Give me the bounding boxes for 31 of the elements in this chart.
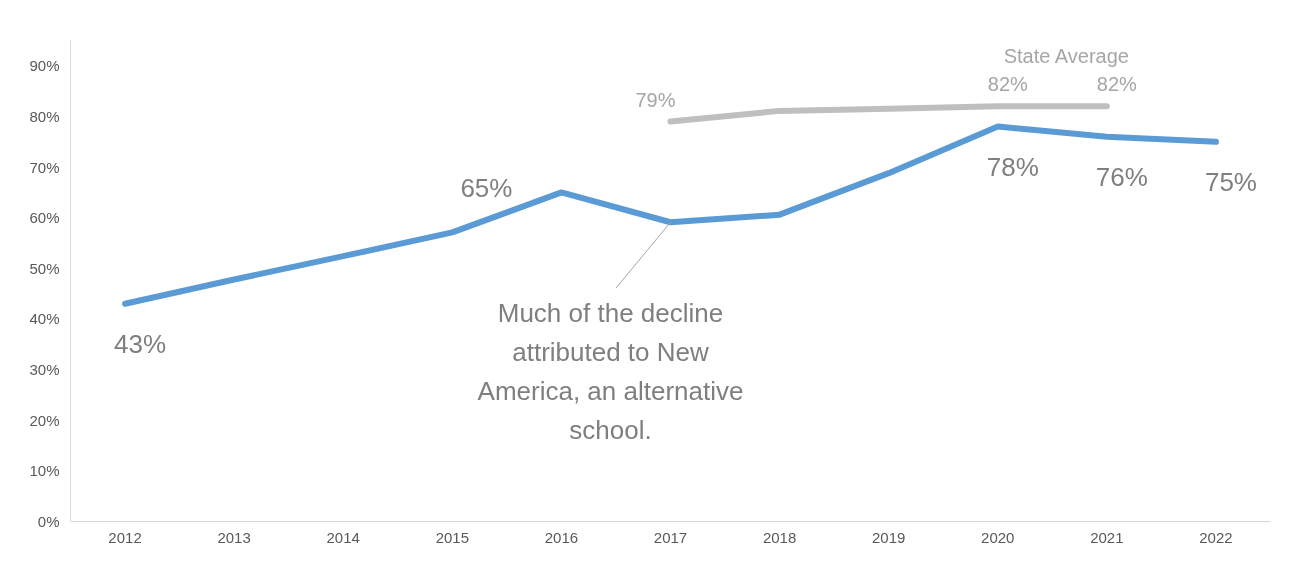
y-tick-label: 90% [29,57,60,75]
data-label: 78% [986,151,1039,182]
x-tick-label: 2015 [435,528,470,546]
x-tick-label: 2016 [544,528,579,546]
y-tick-label: 10% [29,462,60,480]
x-tick-label: 2020 [981,528,1015,546]
data-label: 43% [114,328,167,359]
y-tick-label: 80% [29,107,60,125]
x-tick-label: 2018 [762,528,797,546]
data-label: 79% [635,88,676,111]
x-tick-label: 2021 [1090,528,1124,546]
annotation: Much of the decline attributed to New America, an alternative school. [477,298,744,446]
y-tick-label: 60% [29,209,60,227]
series-label: State Average [1003,45,1129,68]
x-tick-label: 2022 [1199,528,1233,546]
x-tick-label: 2012 [108,528,142,546]
y-tick-label: 0% [37,513,60,530]
y-tick-label: 50% [29,259,60,277]
data-label: 75% [1204,166,1257,197]
x-tick-label: 2013 [217,528,251,546]
data-label: 65% [460,173,513,204]
y-tick-label: 40% [29,310,60,328]
y-tick-label: 70% [29,158,60,176]
y-tick-label: 30% [29,361,60,379]
y-tick-label: 20% [29,411,60,429]
data-label: 82% [1096,73,1138,96]
x-tick-label: 2014 [326,528,360,546]
data-label: 76% [1095,161,1148,192]
data-label: 82% [987,73,1028,96]
x-tick-label: 2019 [872,528,906,546]
x-tick-label: 2017 [653,528,688,546]
